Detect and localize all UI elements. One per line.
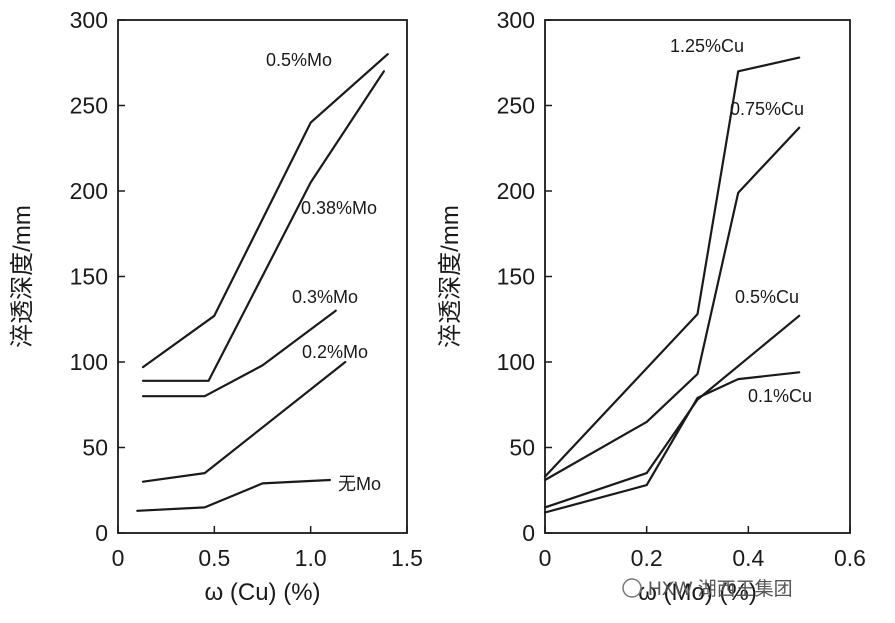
series-label: 0.1%Cu	[748, 386, 812, 406]
x-tick-label: 0	[112, 545, 125, 571]
x-tick-label: 0.5	[198, 545, 230, 571]
watermark: HXW 湖西王集团	[622, 578, 793, 600]
y-tick-label: 250	[497, 93, 535, 119]
series-label: 0.5%Cu	[735, 287, 799, 307]
series-label: 0.2%Mo	[302, 342, 368, 362]
series-label: 1.25%Cu	[670, 36, 744, 56]
x-tick-label: 0.2	[631, 545, 663, 571]
x-axis-label: ω (Mo) (%)	[638, 579, 757, 606]
y-tick-label: 0	[95, 520, 108, 546]
series-label: 0.3%Mo	[292, 287, 358, 307]
y-tick-label: 150	[497, 264, 535, 290]
y-tick-label: 50	[82, 435, 108, 461]
y-tick-label: 150	[70, 264, 108, 290]
series-label: 0.5%Mo	[266, 50, 332, 70]
wechat-icon	[622, 578, 642, 598]
chart-right-mo: 0 50 100 150 200 250 300 0 0.2 0.4 0.6 ω (Mo) (%) 淬透…	[437, 7, 866, 606]
series-label: 0.38%Mo	[301, 198, 377, 218]
watermark-text: HXW 湖西王集团	[648, 578, 793, 600]
series-label: 无Mo	[338, 474, 381, 494]
y-tick-label: 250	[70, 93, 108, 119]
y-tick-label: 100	[70, 349, 108, 375]
series-label: 0.75%Cu	[730, 99, 804, 119]
series-line	[136, 478, 331, 512]
series-line	[141, 70, 385, 382]
y-axis-label: 淬透深度/mm	[437, 205, 464, 348]
x-tick-label: 0.6	[834, 545, 866, 571]
y-tick-label: 50	[509, 435, 535, 461]
x-tick-label: 1.0	[295, 545, 327, 571]
x-axis-label: ω (Cu) (%)	[204, 579, 320, 606]
x-tick-label: 0	[539, 545, 552, 571]
y-axis-label: 淬透深度/mm	[9, 205, 36, 348]
y-tick-label: 100	[497, 349, 535, 375]
x-tick-label: 0.4	[732, 545, 764, 571]
x-tick-label: 1.5	[391, 545, 423, 571]
series-line	[543, 371, 801, 514]
series-line	[141, 53, 389, 369]
series-line	[141, 360, 347, 483]
series-line	[543, 126, 801, 482]
y-tick-label: 200	[70, 178, 108, 204]
y-tick-label: 0	[522, 520, 535, 546]
series-line	[141, 309, 337, 398]
chart-left-cu: 0 50 100 150 200 250 300 0 0.5 1.0 1.5 ω (Cu) (%) 淬透…	[9, 7, 423, 606]
series-line	[543, 56, 801, 478]
plot-frame	[544, 19, 851, 534]
y-tick-label: 200	[497, 178, 535, 204]
series-line	[543, 314, 801, 509]
y-tick-label: 300	[70, 7, 108, 33]
y-tick-label: 300	[497, 7, 535, 33]
